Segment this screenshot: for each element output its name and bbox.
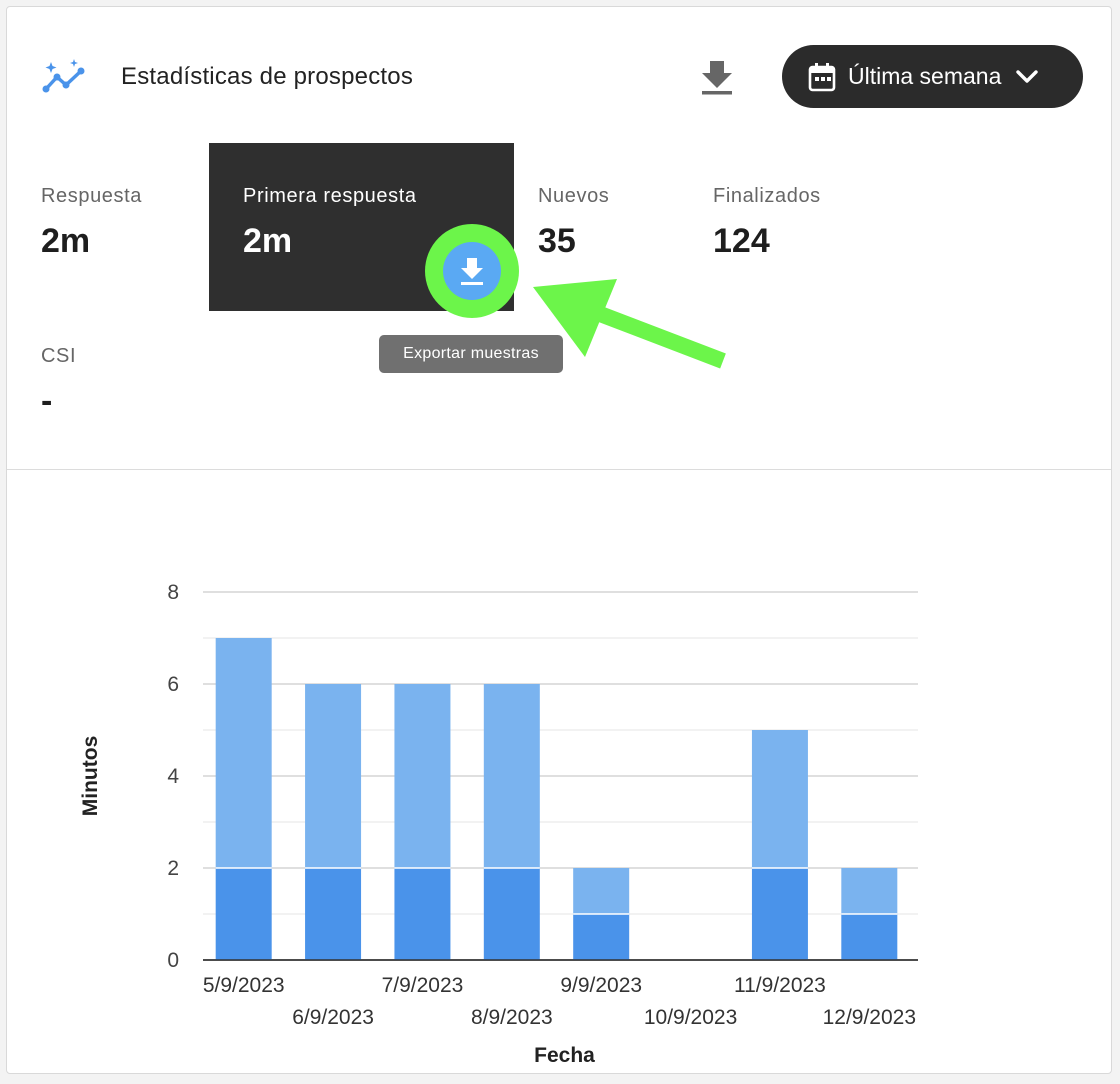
metric-value: 2m — [41, 222, 91, 260]
metric-label: Nuevos — [538, 185, 610, 207]
bar-segment — [751, 730, 808, 868]
metric-new[interactable]: Nuevos 35 — [538, 185, 609, 261]
metric-label: CSI — [41, 345, 77, 367]
y-tick-label: 4 — [167, 765, 179, 788]
minutes-chart: 0 2 4 6 8 5/9/2023 6/9/2023 7/9/2023 8/9/2023 9/9… — [7, 470, 1111, 1073]
x-tick-label: 9/9/2023 — [560, 974, 642, 997]
x-tick-label: 8/9/2023 — [471, 1006, 553, 1029]
y-tick-label: 6 — [167, 673, 179, 696]
bar-segment — [305, 868, 362, 960]
metric-value: 2m — [243, 222, 293, 260]
metric-value: 124 — [713, 222, 770, 260]
metric-label: Finalizados — [713, 185, 821, 207]
bar-chart: 0 2 4 6 8 5/9/2023 6/9/2023 7/9/2023 8/9/2023 9/9… — [79, 581, 918, 1067]
y-tick-label: 0 — [167, 949, 179, 972]
bar-segment — [305, 684, 362, 868]
metric-csi[interactable]: CSI - — [41, 345, 76, 421]
lead-stats-card: Estadísticas de prospectos Última semana — [6, 6, 1112, 1074]
date-range-dropdown[interactable]: Última semana — [782, 45, 1083, 108]
section-divider — [7, 469, 1111, 470]
chevron-down-icon — [1016, 69, 1039, 83]
metric-finished[interactable]: Finalizados 124 — [713, 185, 821, 261]
bar-segment — [841, 914, 898, 960]
x-tick-label: 5/9/2023 — [203, 974, 285, 997]
metric-label: Primera respuesta — [243, 185, 417, 207]
calendar-icon — [808, 62, 836, 91]
bar-segment — [573, 868, 630, 914]
export-tooltip: Exportar muestras — [379, 335, 563, 373]
download-icon — [461, 258, 483, 285]
bar-segment — [751, 868, 808, 960]
bar-segment — [215, 638, 272, 868]
x-tick-label: 10/9/2023 — [644, 1006, 737, 1029]
metric-response[interactable]: Respuesta 2m — [41, 185, 142, 261]
bar-segment — [215, 868, 272, 960]
bar-segment — [841, 868, 898, 914]
bar-segment — [573, 914, 630, 960]
y-tick-label: 8 — [167, 581, 179, 604]
metric-value: - — [41, 382, 53, 420]
trend-sparkle-icon — [42, 59, 85, 93]
card-title: Estadísticas de prospectos — [121, 63, 414, 90]
export-button-circle — [443, 242, 501, 300]
x-tick-label: 12/9/2023 — [823, 1006, 916, 1029]
metric-value: 35 — [538, 222, 576, 260]
bar-segment — [483, 684, 540, 868]
metric-label: Respuesta — [41, 185, 143, 207]
bar-segment — [394, 684, 451, 868]
bar-segment — [394, 868, 451, 960]
card-header: Estadísticas de prospectos Última semana — [7, 7, 1111, 147]
y-tick-label: 2 — [167, 857, 179, 880]
download-button[interactable] — [695, 55, 739, 99]
x-tick-label: 6/9/2023 — [292, 1006, 374, 1029]
x-axis-title: Fecha — [534, 1044, 595, 1067]
x-tick-label: 7/9/2023 — [382, 974, 464, 997]
bar-segment — [483, 868, 540, 960]
export-samples-button[interactable] — [425, 224, 519, 318]
download-icon — [702, 61, 732, 95]
x-tick-label: 11/9/2023 — [734, 974, 826, 997]
y-axis-title: Minutos — [79, 736, 102, 816]
annotation-arrow-icon — [533, 279, 726, 369]
date-range-label: Última semana — [848, 63, 1002, 89]
